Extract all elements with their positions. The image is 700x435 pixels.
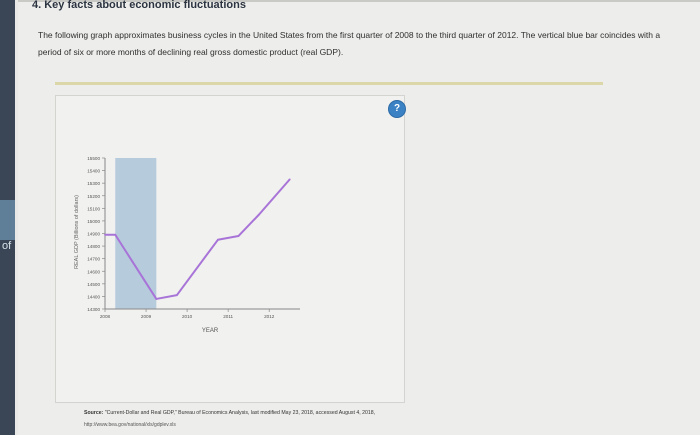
y-tick-label: 14700 xyxy=(87,257,100,262)
y-tick-label: 15500 xyxy=(87,156,100,161)
gdp-point xyxy=(237,235,240,237)
graph-panel xyxy=(55,95,405,403)
gdp-point xyxy=(288,178,291,181)
x-axis-label: YEAR xyxy=(202,328,219,334)
x-tick-label: 2010 xyxy=(182,314,193,319)
y-tick-label: 15000 xyxy=(87,219,100,224)
y-tick-label: 14800 xyxy=(87,244,100,249)
question-heading: 4. Key facts about economic fluctuations xyxy=(32,0,246,11)
gdp-point xyxy=(175,294,178,297)
y-tick-label: 15300 xyxy=(87,181,100,186)
intro-paragraph: The following graph approximates busines… xyxy=(38,30,661,57)
top-border xyxy=(18,0,700,2)
gdp-series-line xyxy=(105,178,291,300)
y-tick-label: 15100 xyxy=(87,206,100,211)
x-tick-label: 2009 xyxy=(141,314,152,319)
source-text: "Current-Dollar and Real GDP," Bureau of… xyxy=(104,410,376,416)
source-line: Source: "Current-Dollar and Real GDP," B… xyxy=(84,410,375,416)
help-icon[interactable]: ? xyxy=(388,100,406,118)
y-tick-label: 14600 xyxy=(87,269,100,274)
y-tick-label: 14500 xyxy=(87,282,100,287)
x-tick-label: 2011 xyxy=(223,314,233,319)
x-tick-label: 2012 xyxy=(264,314,275,319)
section-divider xyxy=(55,82,603,85)
left-strip-highlight xyxy=(0,200,15,240)
gdp-point xyxy=(114,233,117,236)
source-url[interactable]: http://www.bea.gov/national/xls/gdplev.x… xyxy=(84,422,176,428)
x-tick-label: 2008 xyxy=(100,314,111,319)
y-tick-label: 14900 xyxy=(87,232,100,237)
y-axis-label: REAL GDP (Billions of dollars) xyxy=(74,195,80,269)
source-label: Source: xyxy=(84,410,104,416)
y-tick-label: 15200 xyxy=(87,194,100,199)
y-tick-label: 15400 xyxy=(87,169,100,174)
gdp-point xyxy=(216,238,219,241)
gdp-point xyxy=(104,233,106,236)
y-tick-label: 14300 xyxy=(87,307,100,312)
left-strip-text: of xyxy=(2,240,12,252)
recession-band xyxy=(115,158,157,309)
gdp-point xyxy=(155,298,158,300)
gdp-point xyxy=(258,213,260,216)
left-window-strip: of xyxy=(0,0,15,435)
y-tick-label: 14400 xyxy=(87,294,100,299)
